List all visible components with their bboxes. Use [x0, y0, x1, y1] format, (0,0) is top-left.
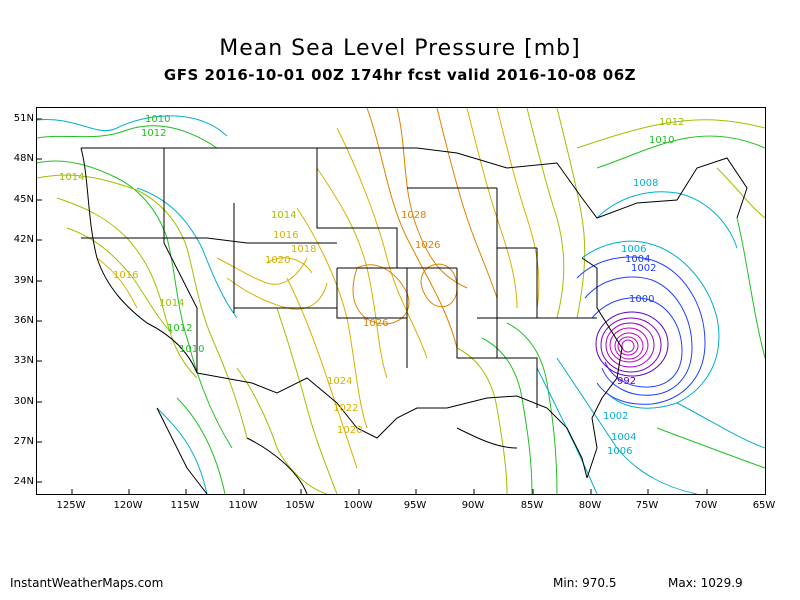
contour-label: 1006	[621, 244, 646, 255]
contour-label: 1016	[113, 270, 138, 281]
contour-label: 1002	[603, 411, 628, 422]
contour-label: 1004	[611, 432, 636, 443]
lat-label-51n: 51N	[13, 113, 34, 124]
contour-label: 1014	[59, 172, 84, 183]
contour-label: 1026	[415, 240, 440, 251]
contour-label: 1012	[141, 128, 166, 139]
contour-label: 1014	[271, 210, 296, 221]
lon-label-95w: 95W	[403, 500, 427, 511]
lon-label-125w: 125W	[56, 500, 86, 511]
lat-label-36n: 36N	[13, 315, 34, 326]
lon-label-65w: 65W	[752, 500, 776, 511]
contour-label: 1010	[649, 135, 674, 146]
lat-label-39n: 39N	[13, 275, 34, 286]
lat-label-30n: 30N	[13, 396, 34, 407]
lon-label-115w: 115W	[170, 500, 200, 511]
contour-label: 1028	[401, 210, 426, 221]
lat-label-48n: 48N	[13, 153, 34, 164]
lat-label-27n: 27N	[13, 436, 34, 447]
political-borders	[80, 147, 748, 494]
contour-label: 1000	[629, 294, 654, 305]
contour-label: 1012	[659, 117, 684, 128]
contour-label: 1022	[333, 403, 358, 414]
contour-label: 1016	[273, 230, 298, 241]
lon-label-110w: 110W	[228, 500, 258, 511]
contour-label: 1002	[631, 263, 656, 274]
contour-label: 1014	[159, 298, 184, 309]
contour-label: 1024	[327, 376, 352, 387]
site-credit: InstantWeatherMaps.com	[10, 576, 164, 590]
contour-label: 1004	[625, 254, 650, 265]
contour-labels: 1010 1012 1014 1014 1016 1018 1020 1016 …	[59, 114, 684, 457]
lat-label-45n: 45N	[13, 194, 34, 205]
central-isobars	[276, 108, 586, 494]
pressure-map: 1010 1012 1014 1014 1016 1018 1020 1016 …	[36, 107, 766, 495]
contour-label: 1010	[179, 344, 204, 355]
lon-label-70w: 70W	[694, 500, 718, 511]
pressure-map-svg: 1010 1012 1014 1014 1016 1018 1020 1016 …	[37, 108, 765, 494]
lon-label-80w: 80W	[578, 500, 602, 511]
lat-label-24n: 24N	[13, 476, 34, 487]
contour-label: 992	[617, 376, 636, 387]
lon-label-100w: 100W	[343, 500, 373, 511]
lon-label-75w: 75W	[635, 500, 659, 511]
contour-label: 1012	[167, 323, 192, 334]
lon-label-90w: 90W	[461, 500, 485, 511]
contour-label: 1006	[607, 446, 632, 457]
map-title: Mean Sea Level Pressure [mb]	[219, 36, 581, 61]
min-pressure: Min: 970.5	[553, 576, 617, 590]
lat-label-33n: 33N	[13, 355, 34, 366]
max-pressure: Max: 1029.9	[668, 576, 743, 590]
contour-label: 1026	[363, 318, 388, 329]
lon-label-105w: 105W	[285, 500, 315, 511]
lon-label-85w: 85W	[520, 500, 544, 511]
atlantic-low-isobars	[536, 119, 765, 494]
contour-label: 1020	[265, 255, 290, 266]
lon-label-120w: 120W	[113, 500, 143, 511]
contour-label: 1008	[633, 178, 658, 189]
axis-ticks	[37, 118, 708, 494]
map-subtitle: GFS 2016-10-01 00Z 174hr fcst valid 2016…	[163, 66, 637, 84]
contour-label: 1010	[145, 114, 170, 125]
contour-label: 1018	[291, 244, 316, 255]
contour-label: 1020	[337, 425, 362, 436]
lat-label-42n: 42N	[13, 234, 34, 245]
